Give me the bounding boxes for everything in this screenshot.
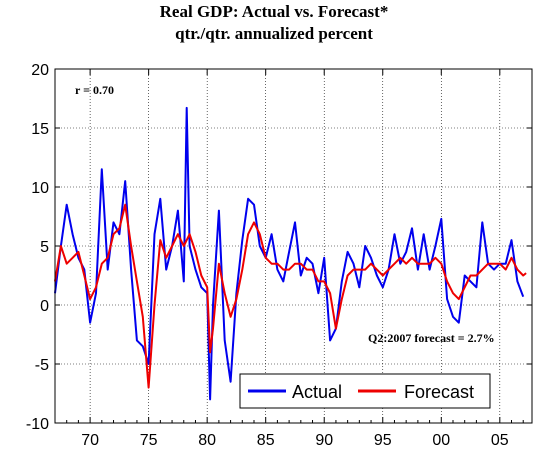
- series-line-actual: [54, 106, 525, 401]
- xtick-label: 70: [81, 432, 99, 449]
- xtick-label: 80: [198, 432, 216, 449]
- ytick-label: 15: [31, 121, 49, 138]
- ytick-label: 0: [40, 298, 49, 315]
- chart-subtitle: qtr./qtr. annualized percent: [175, 24, 373, 43]
- ytick-label: 20: [31, 62, 49, 79]
- legend: Actual Forecast: [239, 373, 491, 409]
- ytick-label: -5: [35, 357, 49, 374]
- legend-label-forecast: Forecast: [404, 382, 474, 402]
- ytick-label: 10: [31, 180, 49, 197]
- grid-lines: [55, 69, 532, 423]
- legend-label-actual: Actual: [292, 382, 342, 402]
- correlation-annotation: r = 0.70: [75, 83, 114, 97]
- xtick-label: 75: [140, 432, 158, 449]
- xtick-label: 95: [374, 432, 392, 449]
- ytick-label: 5: [40, 239, 49, 256]
- series-layer: [54, 106, 527, 401]
- xtick-label: 05: [491, 432, 509, 449]
- ytick-label: -10: [26, 416, 49, 433]
- xtick-label: 85: [257, 432, 275, 449]
- chart-title: Real GDP: Actual vs. Forecast*: [159, 2, 389, 21]
- xtick-label: 00: [432, 432, 450, 449]
- series-line-forecast: [54, 203, 527, 389]
- xtick-label: 90: [315, 432, 333, 449]
- forecast-annotation: Q2:2007 forecast = 2.7%: [368, 331, 495, 345]
